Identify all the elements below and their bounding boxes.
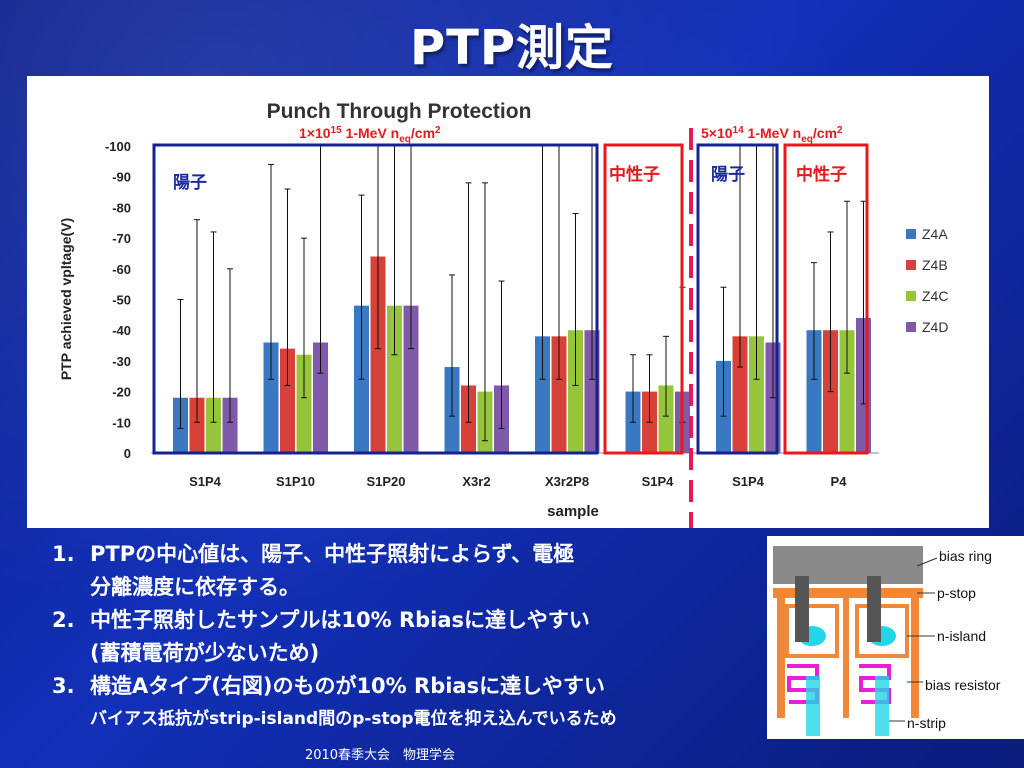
y-tick-label: -40	[112, 323, 131, 338]
diagram-label-p-stop: p-stop	[937, 585, 976, 601]
diagram-label-bias-resistor: bias resistor	[925, 677, 1001, 693]
bullet-note: バイアス抵抗がstrip-island間のp-stop電位を抑え込んでいるため	[90, 709, 617, 729]
bar-z4a	[263, 342, 279, 453]
y-tick-label: -50	[112, 293, 131, 308]
p-stop-shape	[843, 598, 849, 718]
y-tick-label: -10	[112, 415, 131, 430]
legend-swatch-z4d	[906, 322, 916, 332]
diagram-label-n-strip: n-strip	[907, 715, 946, 731]
chart-title: Punch Through Protection	[267, 100, 532, 123]
n-strip-shape	[875, 676, 889, 736]
x-tick-label: S1P10	[276, 474, 315, 489]
n-island-frame	[785, 604, 839, 658]
n-island-frame	[855, 604, 909, 658]
bar-z4c	[568, 330, 583, 453]
bar-z4b	[732, 336, 748, 453]
proton-group-box	[696, 143, 779, 455]
chart-panel: Punch Through Protection 0 -10 -20 -30 -40 -50…	[27, 76, 989, 528]
x-tick-label: P4	[831, 474, 848, 489]
bullet-number: 2.	[52, 608, 75, 632]
proton-group-box	[152, 143, 599, 455]
diagram-label-n-island: n-island	[937, 628, 986, 644]
legend-swatch-z4c	[906, 291, 916, 301]
legend-label-z4c: Z4C	[922, 288, 948, 304]
diagram-label-bias-ring: bias ring	[939, 548, 992, 564]
group-label: 中性子	[609, 164, 660, 185]
y-tick-label: -60	[112, 262, 131, 277]
y-tick-label: -70	[112, 231, 131, 246]
group-label: 陽子	[173, 173, 207, 193]
structure-diagram: bias ring p-stop n-island bias resistor …	[767, 536, 1024, 739]
structure-diagram-svg: bias ring p-stop n-island bias resistor …	[773, 546, 1001, 736]
bullet-number: 3.	[52, 674, 75, 698]
y-axis-label: PTP achieved vpltage(V)	[58, 218, 74, 380]
y-tick-label: -80	[112, 200, 131, 215]
bullet-text: 中性子照射したサンプルは10% Rbiasに達しやすい	[90, 608, 590, 632]
x-tick-label: S1P4	[642, 474, 675, 489]
fluence-label-right: 5×1014 1-MeV neq/cm2	[701, 125, 843, 145]
neutron-group-box	[783, 143, 869, 455]
p-stop-shape	[773, 588, 923, 598]
legend-swatch-z4a	[906, 229, 916, 239]
x-tick-label: X3r2P8	[545, 474, 589, 489]
bar-z4c	[387, 305, 402, 453]
bullet-number: 1.	[52, 542, 75, 566]
fluence-label-left: 1×1015 1-MeV neq/cm2	[299, 125, 441, 145]
p-stop-shape	[777, 598, 785, 718]
y-tick-label: 0	[124, 446, 131, 461]
bar-z4b	[551, 336, 567, 453]
bullet-item-2: 2. 中性子照射したサンプルは10% Rbiasに達しやすい	[52, 604, 752, 637]
ptp-bar-chart: Punch Through Protection 0 -10 -20 -30 -40 -50…	[58, 100, 948, 528]
group-label: 陽子	[711, 165, 745, 185]
metal-line	[795, 576, 809, 642]
bar-z4d	[222, 397, 238, 453]
legend-label-z4d: Z4D	[922, 319, 948, 335]
bar-z4c	[296, 354, 312, 453]
legend-label-z4b: Z4B	[922, 257, 948, 273]
neutron-group-box	[603, 143, 684, 455]
bullet-item-3: 3. 構造Aタイプ(右図)のものが10% Rbiasに達しやすい	[52, 670, 752, 703]
bullet-text: 構造Aタイプ(右図)のものが10% Rbiasに達しやすい	[90, 674, 605, 698]
legend-label-z4a: Z4A	[922, 226, 948, 242]
bar-z4c	[839, 330, 855, 453]
bar-z4c	[658, 385, 674, 453]
x-tick-label: S1P20	[366, 474, 405, 489]
bullet-continuation: 分離濃度に依存する。	[90, 575, 300, 599]
label-leader	[916, 557, 938, 567]
y-tick-label: -30	[112, 354, 131, 369]
x-axis-label: sample	[547, 503, 599, 520]
y-tick-label: -100	[105, 139, 131, 154]
n-strip-shape	[806, 676, 820, 736]
slide-footer: 2010春季大会 物理学会	[304, 748, 456, 763]
bullet-text: PTPの中心値は、陽子、中性子照射によらず、電極	[90, 542, 575, 566]
bar-z4d	[403, 305, 419, 453]
bar-z4a	[535, 336, 550, 453]
x-tick-label: S1P4	[189, 474, 222, 489]
legend-swatch-z4b	[906, 260, 916, 270]
bullet-continuation: (蓄積電荷が少ないため)	[90, 641, 320, 665]
p-stop-shape	[911, 598, 919, 718]
y-tick-label: -90	[112, 170, 131, 185]
x-tick-label: X3r2	[462, 474, 490, 489]
bar-z4b	[189, 397, 205, 453]
bar-z4c	[749, 336, 764, 453]
y-tick-label: -20	[112, 385, 131, 400]
bar-z4b	[370, 256, 386, 453]
slide-title: PTP測定	[409, 20, 615, 76]
x-tick-label: S1P4	[732, 474, 765, 489]
group-label: 中性子	[796, 164, 847, 185]
bar-z4c	[206, 397, 221, 453]
metal-line	[867, 576, 881, 642]
bar-z4b	[280, 348, 295, 453]
bar-z4a	[806, 330, 822, 453]
bar-z4d	[313, 342, 328, 453]
bullet-item-1: 1. PTPの中心値は、陽子、中性子照射によらず、電極	[52, 538, 752, 571]
bullet-list: 1. PTPの中心値は、陽子、中性子照射によらず、電極 分離濃度に依存する。 2…	[52, 538, 752, 736]
